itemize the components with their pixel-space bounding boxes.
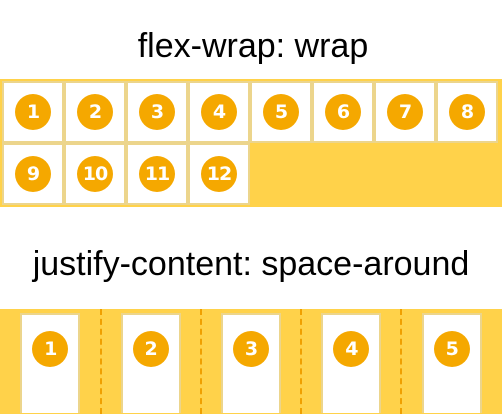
item-number-badge: 11: [139, 156, 175, 192]
item-number-badge: 3: [232, 331, 269, 367]
item-number-badge: 7: [387, 94, 423, 130]
flex-wrap-title: flex-wrap: wrap: [137, 27, 369, 65]
around-item: 1: [20, 313, 81, 413]
item-number-badge: 6: [325, 94, 361, 130]
item-number-badge: 1: [32, 331, 69, 367]
wrap-item: 6: [312, 81, 374, 143]
spacing-divider: [400, 309, 402, 414]
justify-content-title: justify-content: space-around: [32, 245, 470, 283]
wrap-item: 1: [2, 81, 64, 143]
around-item: 2: [120, 313, 181, 413]
wrap-item: 10: [64, 143, 126, 205]
spacing-divider: [300, 309, 302, 414]
item-number-badge: 9: [15, 156, 51, 192]
item-number-badge: 1: [15, 94, 51, 130]
wrap-item: 11: [126, 143, 188, 205]
wrap-item: 5: [250, 81, 312, 143]
item-number-badge: 4: [333, 331, 370, 367]
item-number-badge: 2: [132, 331, 169, 367]
item-number-badge: 8: [449, 94, 485, 130]
wrap-item: 4: [188, 81, 250, 143]
wrap-item: 2: [64, 81, 126, 143]
wrap-item: 7: [374, 81, 436, 143]
wrap-item: 8: [436, 81, 498, 143]
item-number-badge: 12: [201, 156, 237, 192]
wrap-item: 12: [188, 143, 250, 205]
spacing-divider: [100, 309, 102, 414]
wrap-item: 3: [126, 81, 188, 143]
around-item: 5: [421, 313, 482, 413]
flex-wrap-container: 1 2 3 4 5 6 7 8 9 10 11 12: [0, 79, 502, 207]
wrap-item: 9: [2, 143, 64, 205]
around-item: 4: [321, 313, 382, 413]
space-around-container: 1 2 3 4 5: [0, 309, 502, 414]
item-number-badge: 5: [433, 331, 470, 367]
around-item: 3: [220, 313, 281, 413]
spacing-divider: [200, 309, 202, 414]
item-number-badge: 2: [77, 94, 113, 130]
item-number-badge: 5: [263, 94, 299, 130]
item-number-badge: 4: [201, 94, 237, 130]
item-number-badge: 3: [139, 94, 175, 130]
item-number-badge: 10: [77, 156, 113, 192]
